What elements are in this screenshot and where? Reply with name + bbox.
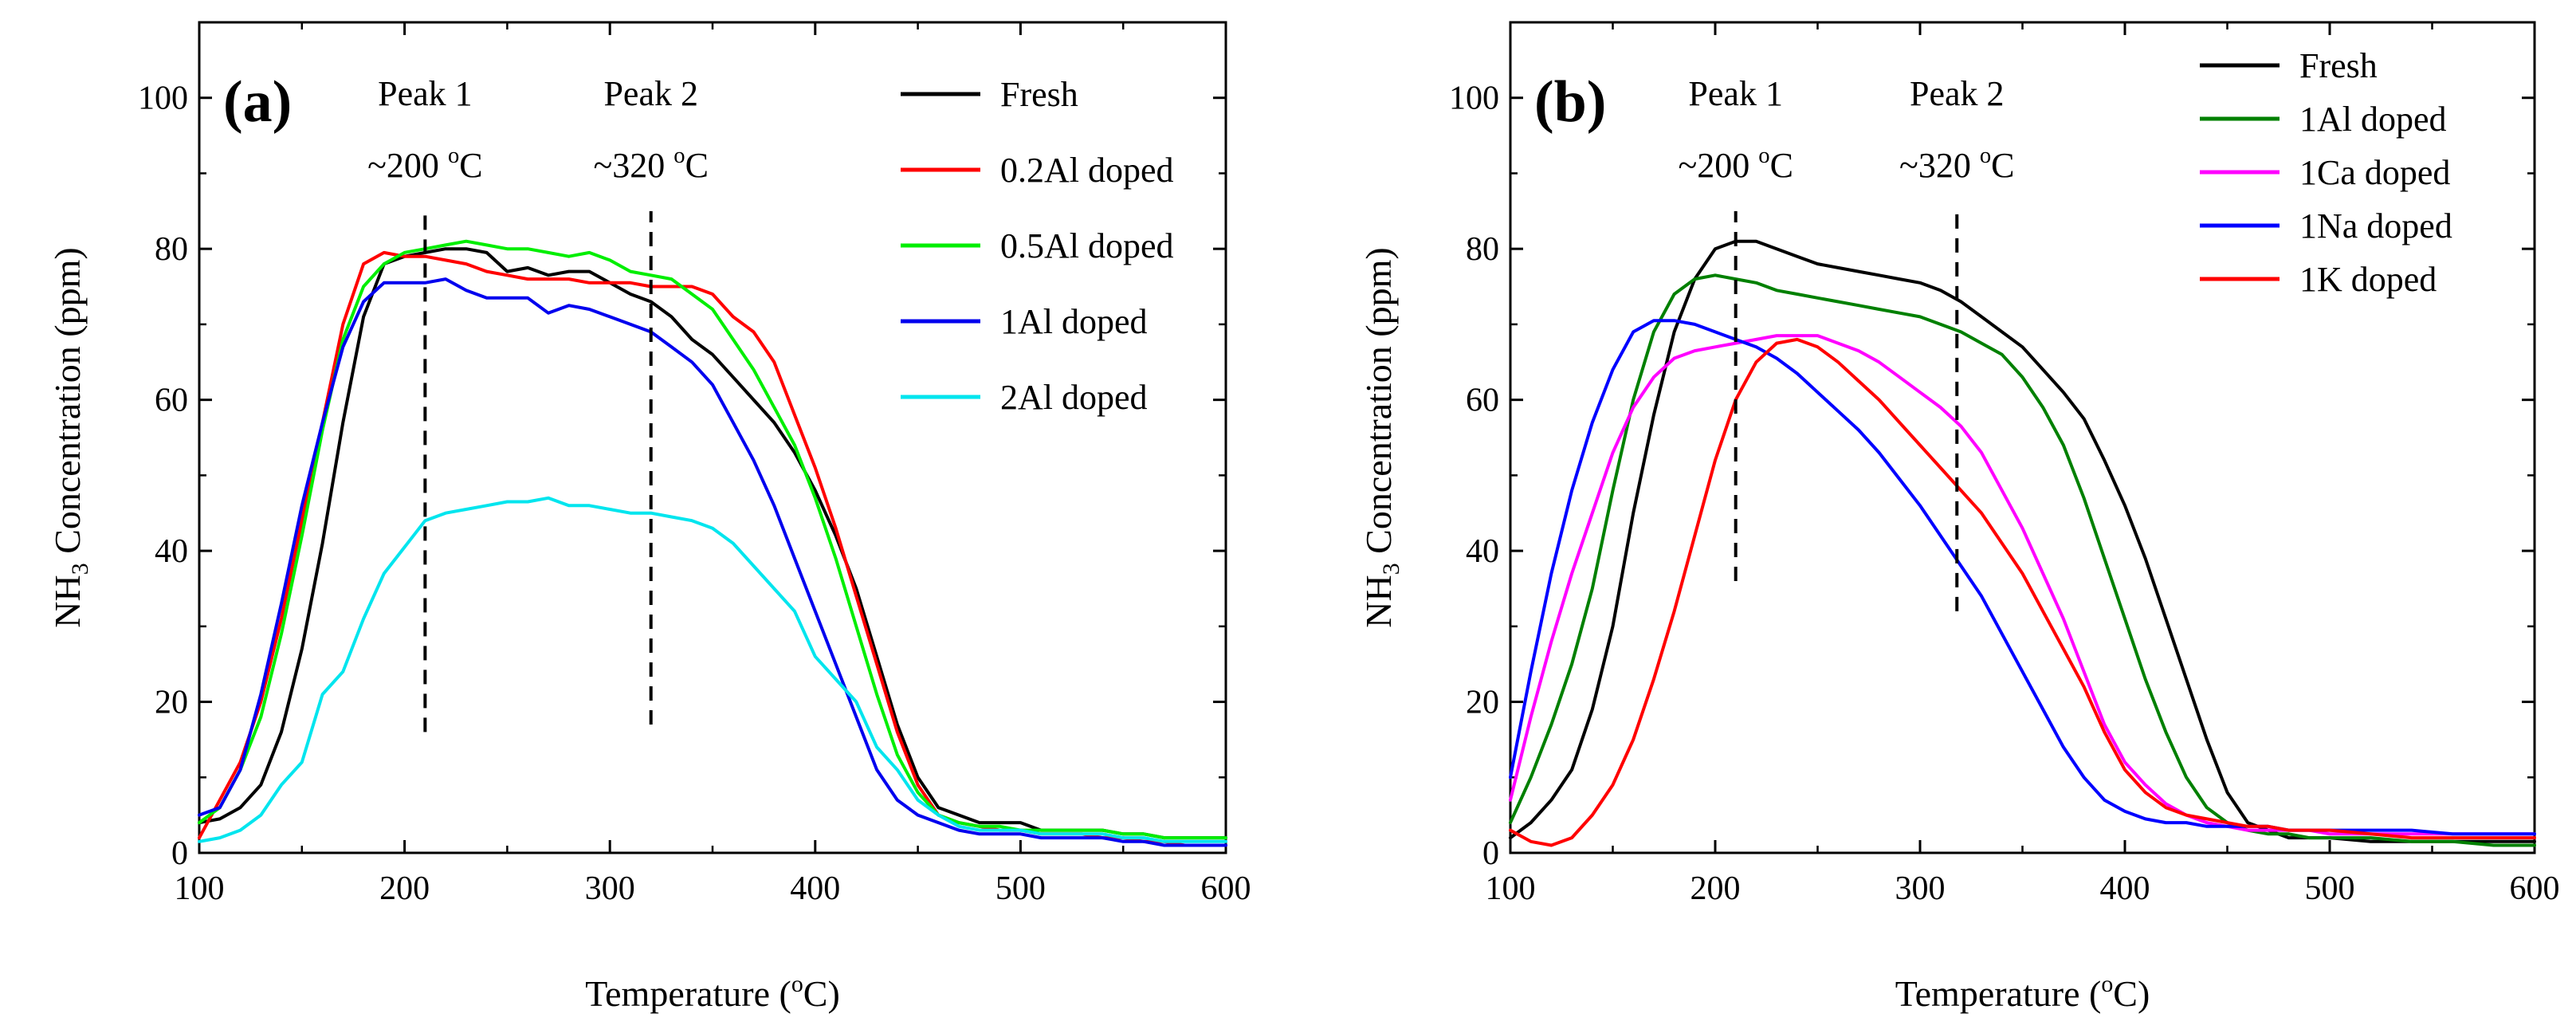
y-tick-label: 40 (1466, 533, 1499, 570)
peak-title: Peak 1 (378, 74, 473, 113)
legend-label: 1Al doped (2299, 100, 2447, 139)
subscript: 3 (67, 563, 93, 575)
legend-label: 0.2Al doped (1000, 151, 1174, 190)
series-line-1na-doped (1509, 319, 2536, 836)
text-part: Temperature ( (585, 973, 791, 1014)
x-tick-label: 100 (1486, 870, 1536, 907)
y-tick-label: 0 (171, 835, 188, 872)
legend-label: Fresh (1000, 75, 1078, 114)
text-part: Concentration (ppm) (1358, 247, 1399, 563)
y-axis-title: NH3 Concentration (ppm) (1358, 247, 1404, 627)
series-line-1k-doped (1509, 337, 2536, 847)
y-tick-label: 60 (1466, 383, 1499, 419)
plot-frame (1509, 21, 2536, 854)
peak-temperature: ~320 oC (593, 143, 708, 185)
peak-title: Peak 2 (1910, 74, 2005, 113)
peak-title: Peak 2 (603, 74, 698, 113)
legend-label: 0.5Al doped (1000, 226, 1174, 265)
x-tick-label: 400 (790, 870, 840, 907)
x-axis-title: Temperature (oC) (585, 971, 840, 1014)
plot-frame (198, 21, 1227, 854)
superscript: o (673, 143, 685, 168)
y-tick-label: 60 (155, 383, 188, 419)
peak-temperature: ~200 oC (367, 143, 482, 185)
panel-label: (a) (223, 69, 292, 135)
text-part: Temperature ( (1895, 973, 2102, 1014)
x-tick-label: 500 (995, 870, 1046, 907)
peak-title: Peak 1 (1688, 74, 1783, 113)
text-part: ~320 (1899, 146, 1980, 185)
chart-panel-a: 100 200 300 400 500 600 0 20 40 60 80 100 Temperatur… (47, 21, 1251, 1014)
legend-label: 1Al doped (1000, 302, 1148, 341)
legend-label: 1Na doped (2299, 206, 2452, 245)
x-tick-label: 300 (585, 870, 635, 907)
chart-panel-b: 100 200 300 400 500 600 0 20 40 60 80 100 Temperatur… (1358, 21, 2560, 1014)
y-tick-label: 0 (1482, 835, 1499, 872)
peak-temperature: ~200 oC (1678, 143, 1793, 185)
x-tick-label: 500 (2305, 870, 2355, 907)
legend-label: Fresh (2299, 46, 2378, 85)
text-part: C) (2113, 973, 2150, 1014)
legend-label: 2Al doped (1000, 378, 1148, 417)
x-tick-label: 600 (2510, 870, 2560, 907)
superscript: o (1758, 143, 1769, 168)
y-axis-title: NH3 Concentration (ppm) (47, 247, 93, 627)
superscript: o (448, 143, 459, 168)
series-line-1ca-doped (1509, 334, 2536, 836)
panel-label: (b) (1534, 69, 1606, 135)
superscript: o (2101, 971, 2113, 997)
text-part: NH (47, 575, 88, 627)
series-line-0-2al-doped (198, 250, 1227, 847)
superscript: o (1980, 143, 1991, 168)
y-tick-label: 100 (1449, 81, 1499, 117)
series-line-2al-doped (198, 496, 1227, 843)
series-line-0-5al-doped (198, 239, 1227, 840)
x-tick-label: 100 (175, 870, 225, 907)
series-line-1al-doped (198, 277, 1227, 847)
y-tick-label: 100 (138, 81, 188, 117)
x-tick-label: 600 (1201, 870, 1251, 907)
series-line-1al-doped (1509, 273, 2536, 847)
y-tick-label: 80 (155, 231, 188, 268)
text-part: NH (1358, 575, 1399, 627)
text-part: Concentration (ppm) (47, 247, 88, 563)
x-axis-title: Temperature (oC) (1895, 971, 2150, 1014)
y-tick-label: 20 (1466, 685, 1499, 721)
text-part: ~320 (593, 146, 673, 185)
x-tick-label: 300 (1895, 870, 1946, 907)
text-part: C) (803, 973, 840, 1014)
y-tick-label: 80 (1466, 231, 1499, 268)
subscript: 3 (1378, 563, 1404, 575)
text-part: C (1770, 146, 1793, 185)
superscript: o (791, 971, 803, 997)
text-part: C (1991, 146, 2014, 185)
text-part: ~200 (1678, 146, 1758, 185)
text-part: C (685, 146, 709, 185)
x-tick-label: 200 (1690, 870, 1741, 907)
text-part: ~200 (367, 146, 448, 185)
legend-label: 1Ca doped (2299, 153, 2450, 192)
series-line-fresh (1509, 239, 2536, 843)
x-tick-label: 200 (379, 870, 430, 907)
peak-temperature: ~320 oC (1899, 143, 2014, 185)
y-tick-label: 40 (155, 533, 188, 570)
text-part: C (459, 146, 482, 185)
legend-label: 1K doped (2299, 260, 2437, 299)
y-tick-label: 20 (155, 685, 188, 721)
x-tick-label: 400 (2100, 870, 2150, 907)
